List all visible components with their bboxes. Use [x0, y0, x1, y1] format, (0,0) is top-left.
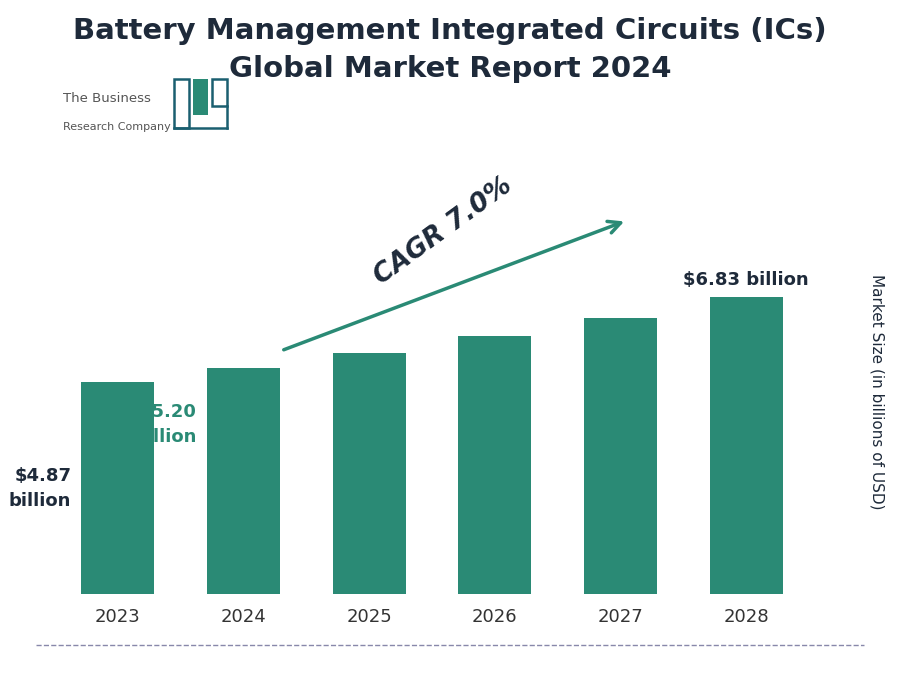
- Bar: [81, 383, 154, 594]
- Text: Battery Management Integrated Circuits (ICs): Battery Management Integrated Circuits (…: [73, 17, 827, 45]
- Bar: [207, 368, 280, 594]
- Bar: [175, 80, 189, 128]
- Text: $6.83 billion: $6.83 billion: [683, 271, 809, 289]
- Text: Market Size (in billions of USD): Market Size (in billions of USD): [870, 274, 885, 509]
- Bar: [333, 352, 406, 594]
- Bar: [584, 318, 657, 594]
- Text: Research Company: Research Company: [63, 122, 171, 132]
- Bar: [458, 336, 531, 594]
- Bar: [212, 80, 227, 107]
- Text: $5.20
billion: $5.20 billion: [134, 403, 197, 446]
- Text: Global Market Report 2024: Global Market Report 2024: [229, 55, 671, 83]
- Text: The Business: The Business: [63, 92, 151, 105]
- Bar: [194, 80, 208, 115]
- Text: CAGR 7.0%: CAGR 7.0%: [369, 173, 517, 290]
- Text: $4.87
billion: $4.87 billion: [9, 466, 71, 510]
- Bar: [710, 298, 783, 594]
